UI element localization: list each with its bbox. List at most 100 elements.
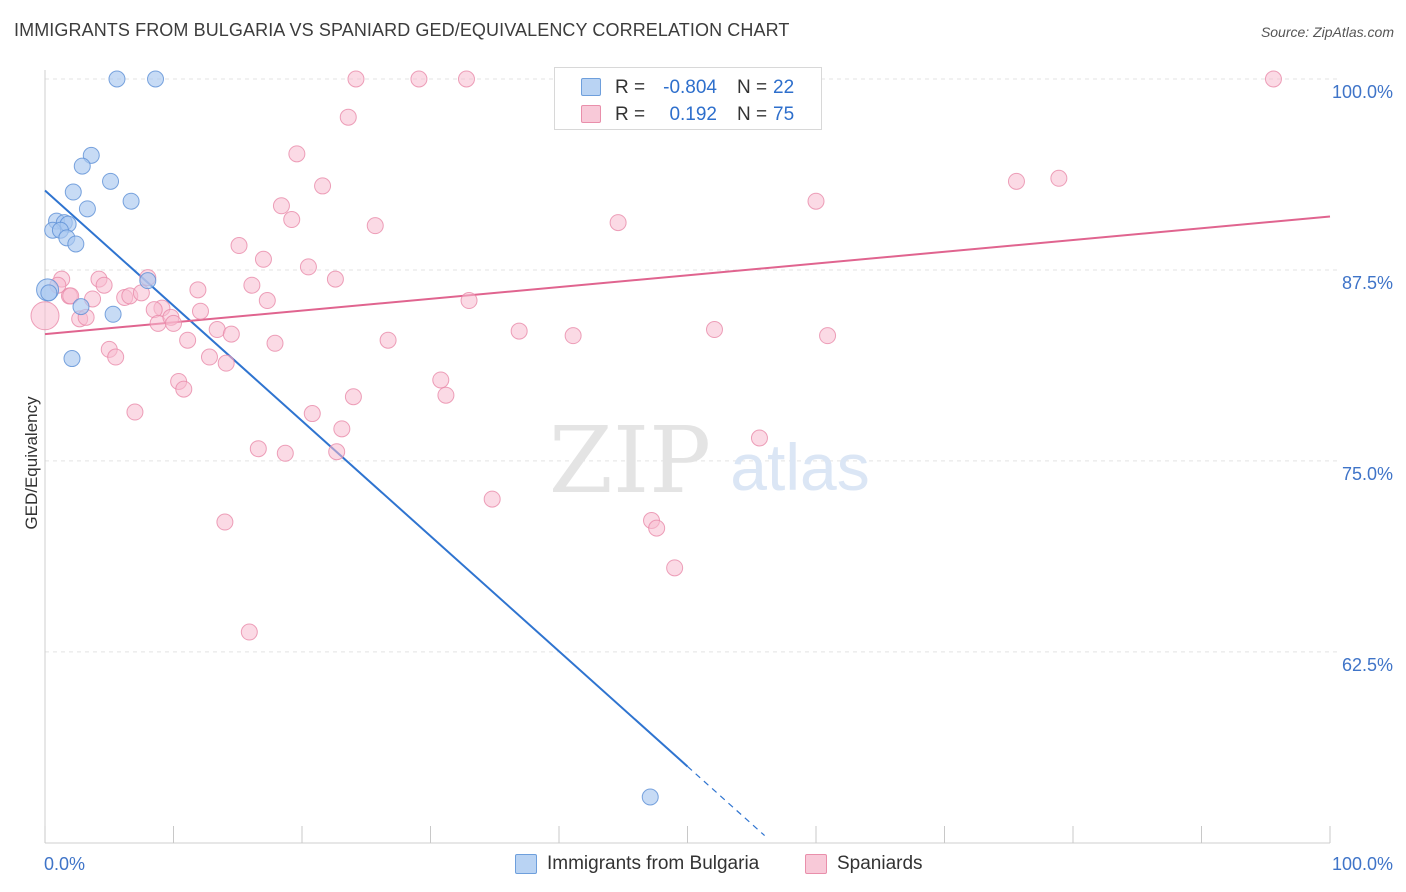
legend-r-label: R = (615, 77, 646, 98)
point-spaniard (705, 321, 723, 339)
point-spaniard (303, 405, 321, 423)
point-bulgaria (102, 172, 120, 190)
point-spaniard (344, 388, 362, 406)
point-spaniard (333, 420, 351, 438)
point-spaniard (62, 287, 80, 305)
legend-row-bulgaria: R = -0.804 N = 22 (555, 74, 821, 102)
legend-n-label: N = (737, 77, 768, 98)
x-tick-label-left: 0.0% (44, 854, 85, 874)
point-spaniard (379, 331, 397, 349)
x-tick-label-right: 100.0% (1332, 854, 1393, 874)
point-spaniard (95, 276, 113, 294)
point-spaniard (1264, 70, 1282, 88)
point-bulgaria (40, 284, 58, 302)
correlation-legend: R = -0.804 N = 22 R = 0.192 N = 75 (554, 67, 822, 130)
point-spaniard (254, 250, 272, 268)
point-bulgaria (108, 70, 126, 88)
point-spaniard (240, 623, 258, 641)
point-spaniard (249, 440, 267, 458)
point-spaniard (750, 429, 768, 447)
point-spaniard (288, 145, 306, 163)
watermark-zip: ZIP (549, 407, 711, 514)
point-spaniard (432, 371, 450, 389)
point-spaniard (410, 70, 428, 88)
point-spaniard (483, 490, 501, 508)
point-spaniard (230, 237, 248, 255)
point-spaniard (272, 197, 290, 215)
point-spaniard (179, 331, 197, 349)
legend-swatch-pink (581, 105, 601, 123)
point-spaniard (460, 292, 478, 310)
legend-n-value: 75 (773, 104, 795, 125)
point-spaniard (208, 321, 226, 339)
legend-r-value: -0.804 (663, 77, 717, 98)
point-bulgaria (122, 192, 140, 210)
point-bulgaria (104, 305, 122, 323)
point-bulgaria (67, 235, 85, 253)
point-bulgaria (73, 157, 91, 175)
point-bulgaria (78, 200, 96, 218)
legend-swatch-blue (515, 854, 537, 874)
trend-line-spaniards (44, 215, 1331, 336)
point-bulgaria (641, 788, 659, 806)
legend-label-bulgaria: Immigrants from Bulgaria (547, 853, 760, 874)
point-spaniard (175, 380, 193, 398)
point-spaniard (648, 519, 666, 537)
legend-label-spaniards: Spaniards (837, 853, 923, 874)
point-spaniard (189, 281, 207, 299)
legend-n-value: 22 (773, 77, 795, 98)
point-spaniard (276, 444, 294, 462)
point-spaniard (126, 403, 144, 421)
legend-swatch-blue (581, 78, 601, 96)
point-spaniard (217, 354, 235, 372)
point-spaniard (107, 348, 125, 366)
point-spaniard (191, 302, 209, 320)
y-tick-label: 100.0% (1332, 82, 1393, 102)
point-spaniard (819, 327, 837, 345)
chart-title: IMMIGRANTS FROM BULGARIA VS SPANIARD GED… (14, 20, 790, 40)
point-spaniard (30, 301, 60, 331)
y-axis-label: GED/Equivalency (22, 396, 41, 530)
point-spaniard (510, 322, 528, 340)
point-spaniard (457, 70, 475, 88)
point-spaniard (437, 386, 455, 404)
point-spaniard (266, 334, 284, 352)
point-spaniard (807, 192, 825, 210)
y-tick-label: 75.0% (1342, 464, 1393, 484)
point-spaniard (347, 70, 365, 88)
point-bulgaria (139, 272, 157, 290)
watermark-atlas: atlas (730, 430, 869, 504)
point-spaniard (222, 325, 240, 343)
point-spaniard (200, 348, 218, 366)
trend-line-bulgaria-extension (687, 766, 766, 837)
point-spaniard (258, 292, 276, 310)
point-bulgaria (63, 350, 81, 368)
point-spaniard (243, 276, 261, 294)
legend-row-spaniards: R = 0.192 N = 75 (555, 101, 821, 129)
point-spaniard (564, 327, 582, 345)
point-spaniard (339, 108, 357, 126)
point-spaniard (1050, 169, 1068, 187)
point-spaniard (666, 559, 684, 577)
point-spaniard (283, 211, 301, 229)
watermark: ZIP atlas (549, 407, 870, 514)
y-tick-label: 87.5% (1342, 273, 1393, 293)
y-tick-label: 62.5% (1342, 655, 1393, 675)
point-spaniard (314, 177, 332, 195)
point-spaniard (326, 270, 344, 288)
point-spaniard (216, 513, 234, 531)
point-spaniard (609, 214, 627, 232)
point-bulgaria (147, 70, 165, 88)
axes-layer: 62.5% 75.0% 87.5% 100.0% (44, 70, 1393, 844)
point-bulgaria (72, 298, 90, 316)
source-label: Source: ZipAtlas.com (1260, 24, 1394, 40)
points-layer (30, 70, 1282, 806)
point-spaniard (328, 443, 346, 461)
point-bulgaria (64, 183, 82, 201)
point-spaniard (366, 217, 384, 235)
legend-n-label: N = (737, 104, 768, 125)
legend-r-label: R = (615, 104, 646, 125)
point-spaniard (299, 258, 317, 276)
point-spaniard (165, 314, 182, 332)
